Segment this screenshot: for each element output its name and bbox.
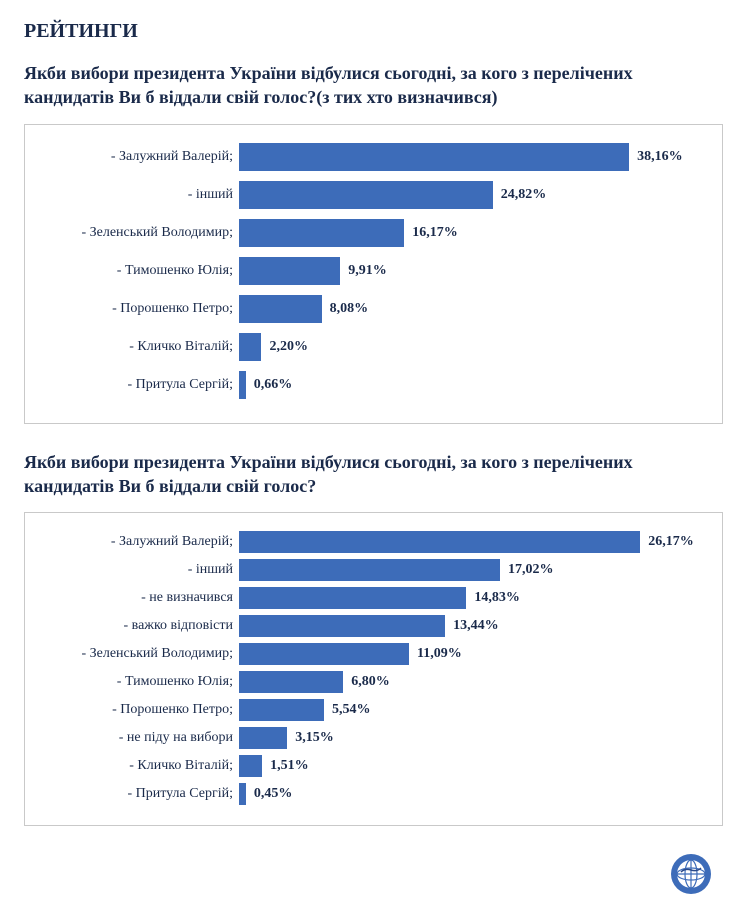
- bar-value: 14,83%: [474, 590, 520, 606]
- bar-value: 5,54%: [332, 702, 371, 718]
- bar-row: - не визначився 14,83%: [39, 587, 708, 609]
- bar-track: 0,66%: [239, 371, 699, 399]
- bar-label: - Порошенко Петро;: [39, 702, 239, 718]
- bar-fill: [239, 295, 322, 323]
- bar-label: - Залужний Валерій;: [39, 149, 239, 165]
- bar-track: 16,17%: [239, 219, 699, 247]
- bar-label: - Порошенко Петро;: [39, 301, 239, 317]
- charts-container: Якби вибори президента України відбулися…: [24, 61, 723, 826]
- bar-row: - Притула Сергій; 0,45%: [39, 783, 708, 805]
- bar-label: - Зеленський Володимир;: [39, 225, 239, 241]
- bar-fill: [239, 143, 629, 171]
- bar-track: 9,91%: [239, 257, 699, 285]
- bar-value: 9,91%: [348, 263, 387, 279]
- bar-track: 2,20%: [239, 333, 699, 361]
- bar-track: 17,02%: [239, 559, 699, 581]
- bar-label: - важко відповісти: [39, 618, 239, 634]
- bar-row: - Порошенко Петро; 8,08%: [39, 295, 708, 323]
- bar-fill: [239, 783, 246, 805]
- bar-value: 3,15%: [295, 730, 334, 746]
- bar-row: - інший 24,82%: [39, 181, 708, 209]
- bar-track: 14,83%: [239, 587, 699, 609]
- bar-track: 13,44%: [239, 615, 699, 637]
- bar-label: - інший: [39, 187, 239, 203]
- bar-fill: [239, 755, 262, 777]
- bar-value: 0,45%: [254, 786, 293, 802]
- bar-value: 17,02%: [508, 562, 554, 578]
- bar-track: 5,54%: [239, 699, 699, 721]
- bar-fill: [239, 219, 404, 247]
- chart-box: - Залужний Валерій;38,16%- інший24,82%- …: [24, 124, 723, 424]
- bar-value: 16,17%: [412, 225, 458, 241]
- bar-row: - інший 17,02%: [39, 559, 708, 581]
- bar-row: - Зеленський Володимир; 11,09%: [39, 643, 708, 665]
- bar-value: 26,17%: [648, 534, 694, 550]
- bar-row: - Залужний Валерій; 26,17%: [39, 531, 708, 553]
- bar-label: - Залужний Валерій;: [39, 534, 239, 550]
- chart-box: - Залужний Валерій;26,17%- інший17,02%- …: [24, 512, 723, 826]
- bar-track: 0,45%: [239, 783, 699, 805]
- bar-label: - не визначився: [39, 590, 239, 606]
- bar-value: 11,09%: [417, 646, 462, 662]
- bar-fill: [239, 699, 324, 721]
- bar-value: 13,44%: [453, 618, 499, 634]
- bar-track: 11,09%: [239, 643, 699, 665]
- bar-value: 1,51%: [270, 758, 309, 774]
- bar-row: - Порошенко Петро; 5,54%: [39, 699, 708, 721]
- footer-logo: [24, 852, 723, 901]
- bar-track: 3,15%: [239, 727, 699, 749]
- bar-track: 26,17%: [239, 531, 699, 553]
- bar-row: - Кличко Віталій; 1,51%: [39, 755, 708, 777]
- bar-label: - Кличко Віталій;: [39, 758, 239, 774]
- globe-icon: [669, 852, 713, 896]
- bar-value: 2,20%: [269, 339, 308, 355]
- chart-question: Якби вибори президента України відбулися…: [24, 450, 723, 499]
- bar-value: 0,66%: [254, 377, 293, 393]
- bar-row: - Кличко Віталій; 2,20%: [39, 333, 708, 361]
- bar-value: 8,08%: [330, 301, 369, 317]
- bar-fill: [239, 587, 466, 609]
- bar-row: - Притула Сергій; 0,66%: [39, 371, 708, 399]
- bar-label: - Тимошенко Юлія;: [39, 263, 239, 279]
- bar-track: 38,16%: [239, 143, 699, 171]
- bar-row: - Тимошенко Юлія; 9,91%: [39, 257, 708, 285]
- bar-row: - не піду на вибори 3,15%: [39, 727, 708, 749]
- bar-fill: [239, 615, 445, 637]
- bar-fill: [239, 559, 500, 581]
- bar-track: 8,08%: [239, 295, 699, 323]
- bar-label: - Притула Сергій;: [39, 786, 239, 802]
- bar-row: - Зеленський Володимир; 16,17%: [39, 219, 708, 247]
- bar-track: 1,51%: [239, 755, 699, 777]
- bar-row: - важко відповісти 13,44%: [39, 615, 708, 637]
- bar-value: 24,82%: [501, 187, 547, 203]
- bar-fill: [239, 333, 261, 361]
- bar-row: - Тимошенко Юлія; 6,80%: [39, 671, 708, 693]
- bar-fill: [239, 371, 246, 399]
- bar-value: 38,16%: [637, 149, 683, 165]
- bar-fill: [239, 643, 409, 665]
- bar-label: - Притула Сергій;: [39, 377, 239, 393]
- bar-label: - Тимошенко Юлія;: [39, 674, 239, 690]
- bar-fill: [239, 727, 287, 749]
- bar-track: 24,82%: [239, 181, 699, 209]
- page-title: РЕЙТИНГИ: [24, 20, 723, 43]
- bar-track: 6,80%: [239, 671, 699, 693]
- bar-fill: [239, 181, 493, 209]
- bar-fill: [239, 671, 343, 693]
- chart-question: Якби вибори президента України відбулися…: [24, 61, 723, 110]
- bar-row: - Залужний Валерій; 38,16%: [39, 143, 708, 171]
- bar-label: - Зеленський Володимир;: [39, 646, 239, 662]
- bar-label: - не піду на вибори: [39, 730, 239, 746]
- bar-fill: [239, 531, 640, 553]
- bar-label: - інший: [39, 562, 239, 578]
- bar-value: 6,80%: [351, 674, 390, 690]
- bar-label: - Кличко Віталій;: [39, 339, 239, 355]
- bar-fill: [239, 257, 340, 285]
